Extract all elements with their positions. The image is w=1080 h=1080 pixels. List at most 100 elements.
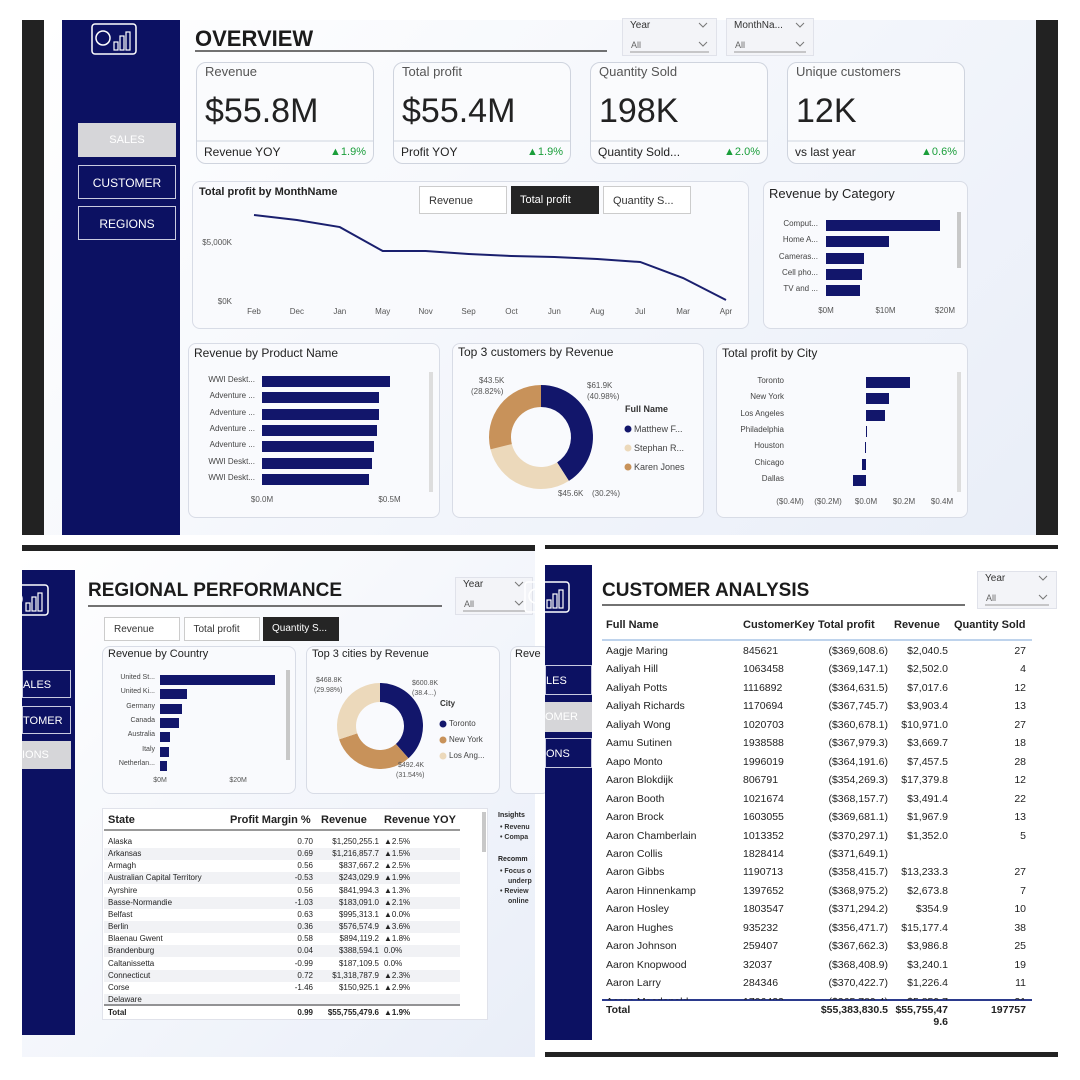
table-cell: ($367,662.3) — [828, 940, 888, 953]
chevron — [698, 22, 708, 28]
x-tick-label: $20M — [934, 306, 955, 315]
table-cell: ($354,269.3) — [828, 774, 888, 787]
kpi-value: $55.8M — [205, 92, 319, 130]
chart-title: Revenue by Country — [108, 648, 209, 660]
kpi-label: Revenue — [205, 64, 258, 79]
frame — [22, 545, 535, 551]
icon-bar — [546, 599, 552, 609]
table-cell: Belfast — [108, 909, 133, 919]
chart-title: Total profit by MonthName — [199, 186, 338, 198]
table-cell: $5,859.7 — [892, 996, 948, 1000]
bar — [866, 425, 867, 437]
insights-line: • Review — [500, 888, 529, 895]
x-tick-label: Aug — [590, 307, 605, 316]
data-label: $468.8K — [316, 677, 343, 684]
panel — [510, 646, 550, 794]
nav-button[interactable]: OMER — [545, 701, 592, 732]
bar-label: WWI Deskt... — [208, 375, 255, 384]
bar — [826, 268, 862, 280]
insights-title: Insights — [498, 812, 525, 819]
donut-slice — [337, 683, 380, 740]
filter-value: All — [631, 40, 642, 50]
bar-label: Cell pho... — [781, 267, 818, 277]
table-cell: Aaron Collis — [606, 847, 663, 860]
nav-button[interactable]: TOMER — [22, 705, 71, 734]
panel — [716, 343, 968, 518]
table-cell: Connecticut — [108, 970, 151, 980]
table-cell: $1,226.4 — [907, 977, 948, 990]
x-tick-label: Jun — [547, 307, 561, 316]
frame — [545, 545, 1058, 549]
y-tick-label: $5,000K — [202, 238, 232, 247]
table-cell: -1.03 — [294, 897, 313, 907]
table-cell: ($368,408.9) — [828, 958, 888, 971]
nav-button[interactable]: CUSTOMER — [78, 164, 176, 199]
row-stripe — [104, 896, 460, 909]
table-cell: Aagje Maring — [606, 645, 668, 657]
x-tick-label: Apr — [719, 307, 733, 316]
nav-button[interactable]: ONS — [545, 738, 592, 768]
toggle-button[interactable]: Total profit — [183, 617, 260, 641]
table-cell: 1996019 — [743, 755, 784, 768]
table-cell: 0.69 — [297, 849, 313, 859]
table-cell: 38 — [1014, 921, 1026, 934]
x-tick-label: $0.4M — [930, 497, 954, 506]
toggle-button[interactable]: Quantity S... — [263, 617, 339, 641]
kpi-value: 198K — [599, 92, 679, 130]
table-cell: Aaron Booth — [606, 792, 665, 805]
x-tick-label: Jan — [333, 307, 347, 316]
table-cell: ($364,631.5) — [828, 681, 888, 694]
nav-button[interactable]: LES — [545, 665, 592, 695]
bar-label: TV and ... — [783, 284, 818, 294]
table-cell: 0.70 — [297, 837, 313, 846]
bar — [262, 408, 380, 420]
table-cell: 19 — [1014, 958, 1026, 971]
kpi-sub: Profit YOY — [401, 145, 458, 159]
toggle-button[interactable]: Quantity S... — [603, 186, 691, 214]
table-cell: Aaron Brock — [606, 811, 664, 824]
filter[interactable] — [726, 18, 814, 56]
bar — [262, 457, 372, 469]
sidebar — [62, 20, 180, 535]
bar-label: Adventure ... — [209, 407, 255, 417]
table-cell: ($371,294.2) — [828, 903, 888, 916]
insights-title: Recomm — [498, 856, 528, 863]
legend-label: Toronto — [449, 719, 476, 728]
filter[interactable] — [622, 18, 717, 56]
chart-title: Top 3 cities by Revenue — [312, 648, 429, 660]
insights-line: online — [508, 898, 529, 905]
table-cell: 27 — [1014, 718, 1026, 731]
table-cell: $243,029.9 — [338, 873, 379, 883]
legend-marker — [624, 444, 632, 452]
kpi-label: Quantity Sold — [599, 64, 678, 79]
x-tick-label: ($0.2M) — [814, 497, 842, 506]
nav-button[interactable]: ALES — [22, 670, 71, 698]
page-title: OVERVIEW — [195, 26, 314, 51]
filter[interactable] — [455, 577, 533, 615]
table-cell: 12 — [1014, 681, 1026, 694]
table-cell: ($367,979.3) — [828, 737, 888, 750]
table-cell: Aamu Sutinen — [606, 737, 672, 750]
icon-bar — [25, 602, 31, 612]
kpi-card — [787, 62, 965, 164]
scrollbar — [429, 372, 433, 492]
toggle-button[interactable]: Total profit — [511, 186, 599, 214]
x-tick-label: $0M — [153, 777, 167, 784]
bar — [865, 442, 867, 454]
filter[interactable] — [977, 571, 1057, 609]
nav-button[interactable]: SALES — [78, 123, 176, 157]
table-cell: $388,594.1 — [338, 946, 379, 956]
bar-label: Adventure ... — [209, 391, 255, 401]
table-cell: Arkansas — [108, 849, 142, 859]
toggle-button[interactable]: Revenue — [104, 617, 180, 641]
nav-button[interactable]: REGIONS — [78, 206, 176, 240]
nav-button[interactable]: IONS — [22, 741, 71, 769]
table-cell: ($371,649.1) — [828, 847, 888, 860]
bar-label: Dallas — [761, 473, 784, 483]
toggle-button[interactable]: Revenue — [419, 186, 507, 214]
bar-label: Comput... — [783, 219, 818, 228]
chart-title: Reve — [515, 648, 541, 660]
bar — [262, 473, 370, 485]
bar-label: WWI Deskt... — [208, 472, 255, 482]
